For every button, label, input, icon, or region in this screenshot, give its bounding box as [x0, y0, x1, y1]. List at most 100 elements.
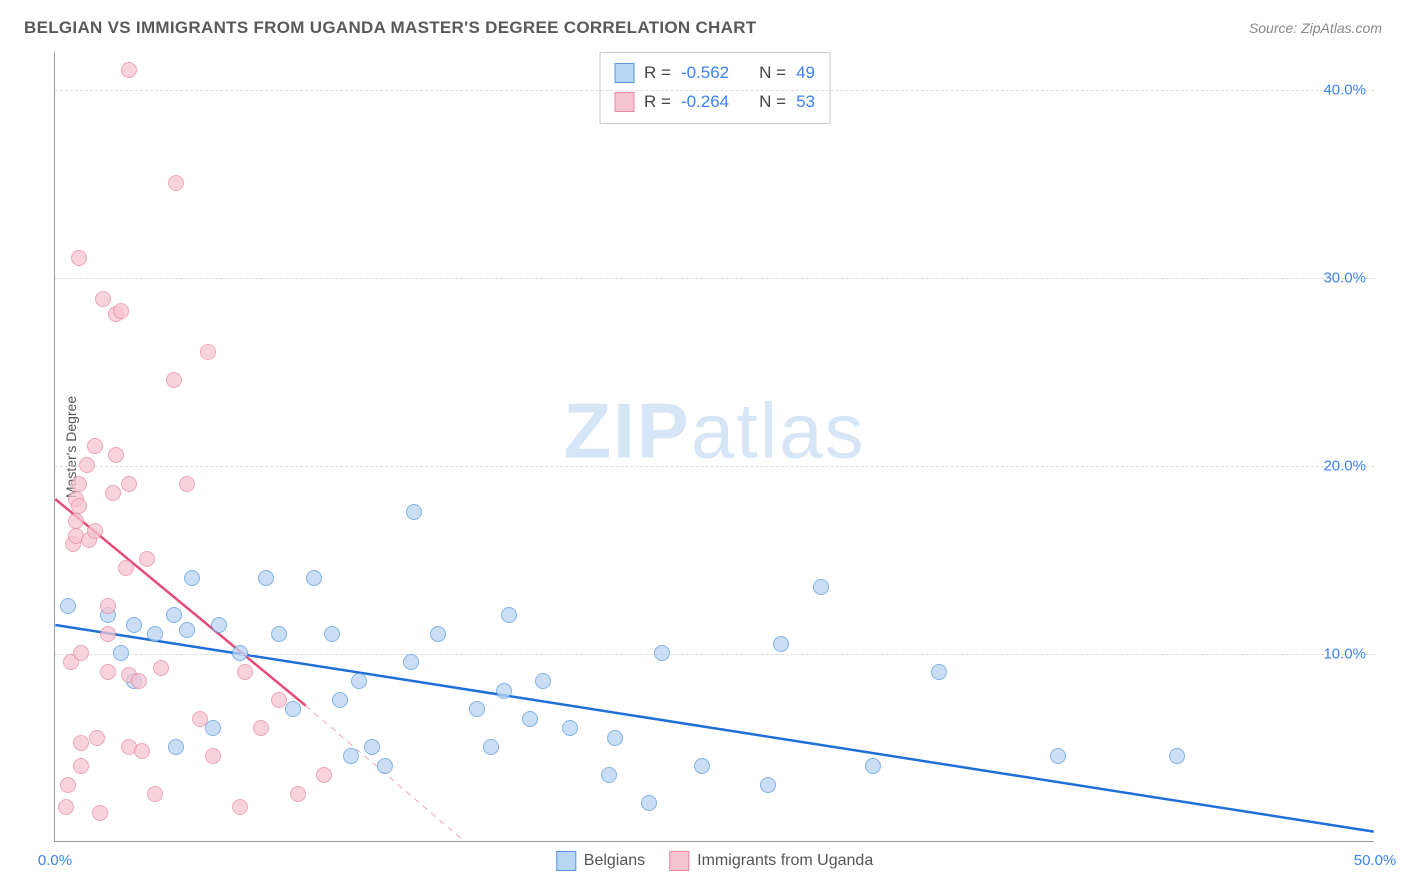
watermark-bold: ZIP — [563, 386, 690, 474]
scatter-point — [95, 291, 111, 307]
scatter-point — [153, 660, 169, 676]
stats-legend-box: R =-0.562N =49R =-0.264N =53 — [599, 52, 830, 124]
legend-label: Immigrants from Uganda — [697, 852, 873, 870]
scatter-point — [134, 743, 150, 759]
scatter-point — [87, 523, 103, 539]
watermark-light: atlas — [691, 386, 866, 474]
scatter-point — [232, 799, 248, 815]
scatter-point — [92, 805, 108, 821]
r-label: R = — [644, 88, 671, 117]
scatter-point — [562, 720, 578, 736]
chart-container: Master's Degree ZIPatlas R =-0.562N =49R… — [24, 52, 1382, 842]
y-tick-label: 20.0% — [1323, 457, 1366, 474]
scatter-point — [166, 372, 182, 388]
scatter-point — [87, 438, 103, 454]
scatter-point — [332, 692, 348, 708]
scatter-point — [179, 622, 195, 638]
stats-row: R =-0.562N =49 — [614, 59, 815, 88]
scatter-point — [147, 786, 163, 802]
scatter-point — [316, 767, 332, 783]
scatter-point — [601, 767, 617, 783]
scatter-point — [931, 664, 947, 680]
series-swatch — [614, 92, 634, 112]
scatter-point — [501, 607, 517, 623]
scatter-point — [60, 598, 76, 614]
scatter-point — [68, 513, 84, 529]
y-tick-label: 30.0% — [1323, 269, 1366, 286]
scatter-point — [121, 62, 137, 78]
scatter-point — [168, 175, 184, 191]
scatter-point — [105, 485, 121, 501]
scatter-point — [100, 664, 116, 680]
scatter-point — [364, 739, 380, 755]
scatter-point — [306, 570, 322, 586]
scatter-point — [73, 735, 89, 751]
scatter-point — [654, 645, 670, 661]
n-label: N = — [759, 59, 786, 88]
scatter-point — [290, 786, 306, 802]
scatter-point — [100, 598, 116, 614]
scatter-point — [192, 711, 208, 727]
scatter-point — [403, 654, 419, 670]
scatter-point — [865, 758, 881, 774]
y-tick-label: 10.0% — [1323, 645, 1366, 662]
scatter-point — [324, 626, 340, 642]
scatter-point — [285, 701, 301, 717]
chart-header: BELGIAN VS IMMIGRANTS FROM UGANDA MASTER… — [0, 0, 1406, 46]
scatter-point — [71, 498, 87, 514]
scatter-point — [430, 626, 446, 642]
scatter-point — [126, 617, 142, 633]
scatter-point — [205, 748, 221, 764]
r-label: R = — [644, 59, 671, 88]
y-tick-label: 40.0% — [1323, 81, 1366, 98]
watermark: ZIPatlas — [563, 385, 865, 476]
n-value: 53 — [796, 88, 815, 117]
scatter-point — [351, 673, 367, 689]
scatter-point — [79, 457, 95, 473]
scatter-point — [694, 758, 710, 774]
stats-row: R = -0.264 N = 53 — [614, 88, 815, 117]
scatter-point — [58, 799, 74, 815]
scatter-point — [121, 476, 137, 492]
scatter-point — [184, 570, 200, 586]
n-label: N = — [759, 88, 786, 117]
scatter-point — [232, 645, 248, 661]
scatter-point — [496, 683, 512, 699]
scatter-point — [1050, 748, 1066, 764]
scatter-point — [237, 664, 253, 680]
scatter-point — [205, 720, 221, 736]
scatter-point — [760, 777, 776, 793]
scatter-point — [271, 692, 287, 708]
scatter-point — [258, 570, 274, 586]
x-tick-label: 50.0% — [1354, 852, 1397, 869]
scatter-point — [89, 730, 105, 746]
plot-area: ZIPatlas R =-0.562N =49R =-0.264N =53 Be… — [54, 52, 1374, 842]
scatter-point — [131, 673, 147, 689]
scatter-point — [343, 748, 359, 764]
scatter-point — [73, 758, 89, 774]
scatter-point — [100, 626, 116, 642]
scatter-point — [71, 476, 87, 492]
legend-item: Immigrants from Uganda — [669, 851, 873, 871]
x-tick-label: 0.0% — [38, 852, 72, 869]
scatter-point — [469, 701, 485, 717]
scatter-point — [200, 344, 216, 360]
r-value: -0.264 — [681, 88, 729, 117]
chart-source: Source: ZipAtlas.com — [1249, 20, 1382, 36]
scatter-point — [641, 795, 657, 811]
scatter-point — [211, 617, 227, 633]
scatter-point — [535, 673, 551, 689]
scatter-point — [139, 551, 155, 567]
scatter-point — [113, 303, 129, 319]
r-value: -0.562 — [681, 59, 729, 88]
scatter-point — [166, 607, 182, 623]
scatter-point — [108, 447, 124, 463]
scatter-point — [377, 758, 393, 774]
scatter-point — [118, 560, 134, 576]
series-swatch — [669, 851, 689, 871]
series-swatch — [614, 63, 634, 83]
scatter-point — [406, 504, 422, 520]
gridline — [55, 278, 1374, 279]
series-swatch — [556, 851, 576, 871]
scatter-point — [813, 579, 829, 595]
